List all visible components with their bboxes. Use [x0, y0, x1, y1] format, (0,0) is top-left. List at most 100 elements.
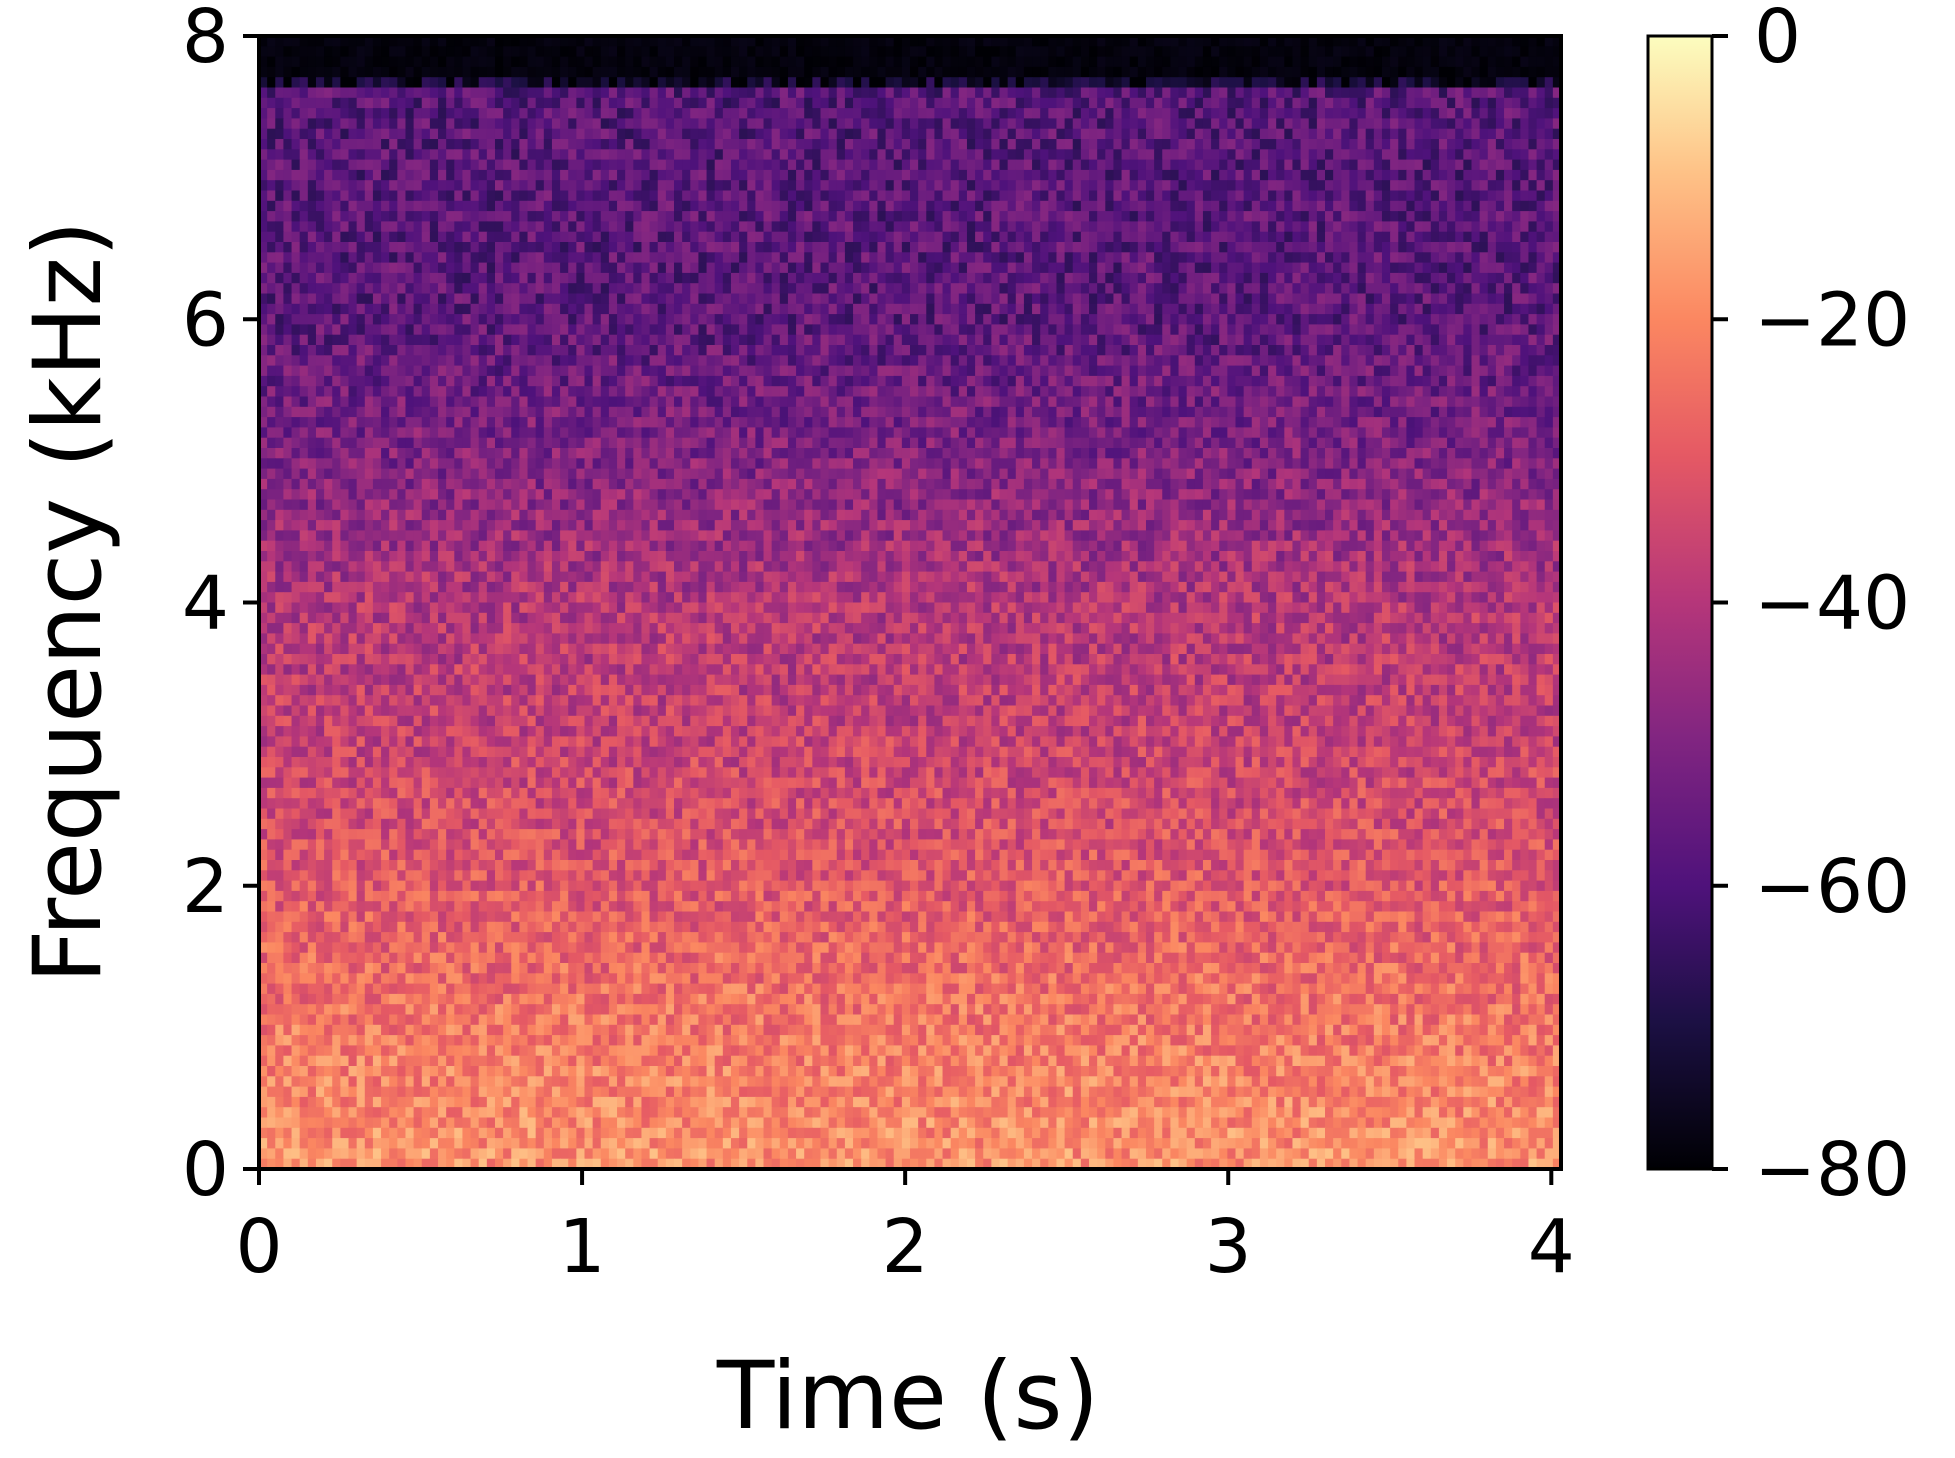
heatmap-cell — [1202, 242, 1212, 253]
heatmap-cell — [649, 56, 659, 68]
heatmap-cell — [1170, 283, 1180, 295]
heatmap-cell — [1430, 283, 1440, 295]
heatmap-cell — [259, 36, 268, 47]
heatmap-cell — [1438, 283, 1448, 295]
heatmap-cell — [446, 66, 455, 78]
heatmap-cell — [527, 139, 537, 150]
heatmap-cell — [787, 345, 797, 356]
heatmap-cell — [918, 334, 927, 346]
heatmap-cell — [299, 314, 309, 325]
heatmap-cell — [853, 231, 862, 243]
heatmap-cell — [853, 159, 862, 171]
heatmap-cell — [1292, 314, 1302, 325]
heatmap-cell — [910, 87, 919, 99]
heatmap-cell — [275, 272, 285, 284]
heatmap-cell — [372, 159, 382, 171]
heatmap-cell — [1243, 242, 1253, 253]
heatmap-cell — [1438, 169, 1448, 181]
heatmap-cell — [763, 97, 773, 109]
heatmap-cell — [999, 221, 1009, 233]
heatmap-cell — [543, 149, 553, 161]
heatmap-cell — [1178, 87, 1188, 99]
heatmap-cell — [397, 200, 407, 212]
heatmap-cell — [942, 252, 952, 264]
heatmap-cell — [1512, 159, 1521, 171]
heatmap-cell — [918, 169, 927, 181]
heatmap-cell — [511, 190, 520, 202]
heatmap-cell — [592, 211, 602, 222]
heatmap-cell — [462, 169, 472, 181]
heatmap-cell — [1162, 283, 1171, 295]
heatmap-cell — [405, 108, 415, 119]
heatmap-cell — [340, 180, 350, 192]
heatmap-cell — [429, 128, 439, 140]
heatmap-cell — [950, 159, 960, 171]
heatmap-cell — [1048, 334, 1058, 346]
heatmap-cell — [657, 345, 667, 356]
heatmap-cell — [918, 77, 927, 89]
heatmap-cell — [1080, 283, 1090, 295]
heatmap-cell — [942, 97, 952, 109]
heatmap-cell — [1316, 77, 1326, 89]
heatmap-cell — [1292, 221, 1302, 233]
heatmap-cell — [1292, 283, 1302, 295]
heatmap-cell — [551, 36, 561, 47]
heatmap-cell — [1373, 334, 1383, 346]
heatmap-cell — [446, 293, 455, 305]
heatmap-cell — [934, 128, 944, 140]
heatmap-cell — [755, 149, 765, 161]
heatmap-cell — [592, 293, 602, 305]
heatmap-cell — [999, 231, 1009, 243]
heatmap-cell — [966, 128, 976, 140]
heatmap-cell — [1276, 293, 1285, 305]
heatmap-cell — [828, 190, 838, 202]
heatmap-cell — [1243, 293, 1253, 305]
heatmap-cell — [983, 97, 992, 109]
heatmap-cell — [551, 128, 561, 140]
heatmap-cell — [543, 97, 553, 109]
heatmap-cell — [446, 190, 455, 202]
heatmap-cell — [299, 345, 309, 356]
heatmap-cell — [1170, 46, 1180, 58]
heatmap-cell — [1398, 200, 1407, 212]
heatmap-cell — [324, 303, 333, 315]
heatmap-cell — [1316, 87, 1326, 99]
heatmap-cell — [1471, 159, 1481, 171]
heatmap-cell — [397, 87, 407, 99]
heatmap-cell — [991, 272, 1001, 284]
heatmap-cell — [421, 128, 431, 140]
heatmap-cell — [958, 252, 968, 264]
heatmap-cell — [259, 262, 268, 274]
heatmap-cell — [975, 283, 984, 295]
heatmap-cell — [1235, 324, 1245, 336]
heatmap-cell — [682, 345, 691, 356]
heatmap-cell — [690, 180, 700, 192]
heatmap-cell — [543, 66, 553, 78]
heatmap-cell — [1292, 149, 1302, 161]
heatmap-cell — [1414, 36, 1424, 47]
heatmap-cell — [478, 303, 488, 315]
heatmap-cell — [1064, 252, 1074, 264]
heatmap-cell — [324, 118, 333, 130]
heatmap-cell — [901, 108, 911, 119]
heatmap-cell — [600, 128, 610, 140]
heatmap-cell — [714, 190, 724, 202]
heatmap-cell — [1154, 46, 1163, 58]
heatmap-cell — [853, 87, 862, 99]
heatmap-cell — [1105, 211, 1115, 222]
heatmap-cell — [381, 46, 390, 58]
heatmap-cell — [438, 242, 447, 253]
heatmap-cell — [763, 159, 773, 171]
heatmap-cell — [1300, 242, 1310, 253]
heatmap-cell — [893, 334, 903, 346]
heatmap-cell — [511, 180, 520, 192]
heatmap-cell — [1202, 97, 1212, 109]
heatmap-cell — [844, 108, 854, 119]
heatmap-cell — [283, 231, 293, 243]
heatmap-cell — [812, 149, 822, 161]
heatmap-cell — [1381, 87, 1391, 99]
heatmap-cell — [950, 324, 960, 336]
heatmap-cell — [934, 36, 944, 47]
heatmap-cell — [340, 293, 350, 305]
heatmap-cell — [950, 211, 960, 222]
